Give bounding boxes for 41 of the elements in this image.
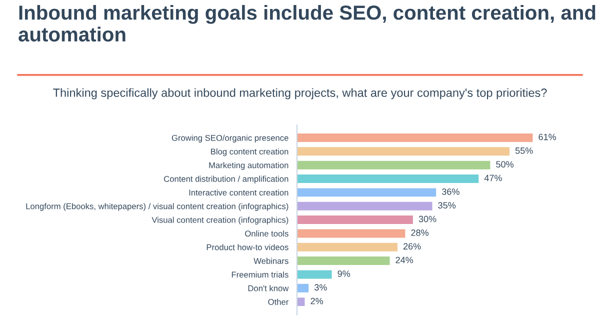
bar — [297, 298, 305, 306]
data-label: 9% — [338, 270, 350, 277]
data-label: 2% — [310, 298, 324, 304]
y-tick-label: Content distribution / amplification — [164, 176, 288, 184]
y-tick-label: Don't know — [248, 285, 289, 292]
bar — [297, 188, 436, 197]
bar — [297, 160, 490, 170]
data-label: 26% — [403, 243, 421, 250]
data-label: 36% — [442, 188, 460, 195]
data-label: 35% — [438, 202, 456, 209]
bar — [297, 147, 510, 156]
y-tick-label: Visual content creation (infographics) — [152, 216, 288, 225]
bar — [297, 216, 413, 224]
y-tick-label: Interactive content creation — [189, 189, 288, 196]
bar — [297, 174, 479, 183]
bar — [297, 134, 533, 142]
data-label: 47% — [484, 174, 502, 182]
y-tick-label: Online tools — [245, 230, 288, 237]
y-tick-label: Blog content creation — [211, 148, 288, 156]
chart-subtitle: Thinking specifically about inbound marketing projects, what are your company's top priorities? — [53, 88, 547, 100]
y-tick-label: Product how-to videos — [206, 244, 288, 250]
bar — [297, 242, 398, 252]
data-label: 28% — [411, 229, 428, 236]
y-tick-label: Freemium trials — [232, 271, 288, 278]
data-label: 24% — [396, 256, 414, 264]
data-label: 50% — [496, 161, 514, 168]
y-tick-label: Webinars — [254, 258, 288, 264]
data-label: 55% — [515, 147, 533, 154]
y-tick-label: Other — [268, 298, 289, 305]
data-label: 30% — [418, 216, 436, 222]
data-label: 3% — [314, 284, 327, 291]
bar — [297, 202, 432, 210]
y-tick-label: Longform (Ebooks, whitepapers) / visual content creation (infographics) — [26, 203, 288, 211]
bar — [297, 256, 390, 266]
bar — [297, 270, 332, 279]
bar — [297, 284, 309, 292]
y-tick-label: Growing SEO/organic presence — [172, 134, 288, 142]
bar — [297, 229, 406, 238]
y-tick-label: Marketing automation — [209, 162, 288, 170]
data-label: 61% — [538, 134, 556, 140]
chart-title: Inbound marketing goals include SEO, content creation, and automation — [18, 4, 596, 42]
